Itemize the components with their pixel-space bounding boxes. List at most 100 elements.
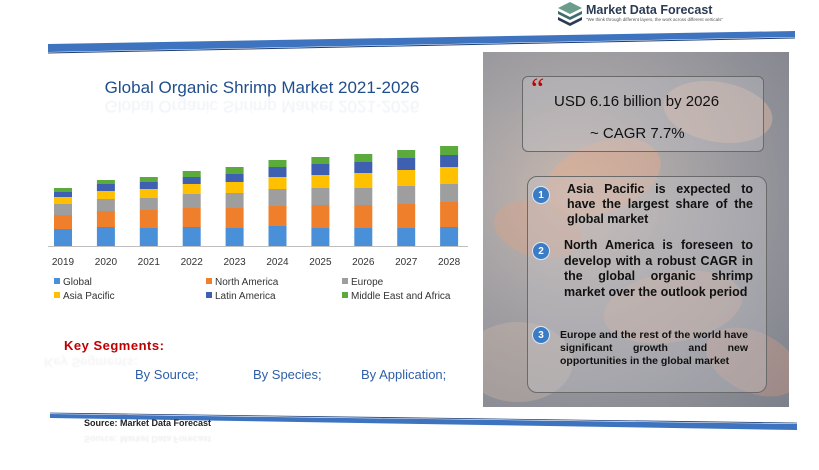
legend-item: Middle East and Africa	[342, 291, 451, 303]
bar-segment	[440, 155, 459, 167]
source-reflection: Source: Market Data Forecast	[84, 434, 212, 444]
bar-segment	[96, 191, 115, 199]
bar-segment	[182, 171, 201, 177]
bar-segment	[139, 189, 158, 198]
key-point-1: Asia Pacific is expected to have the lar…	[567, 182, 753, 226]
segment-by-source: By Source;	[135, 367, 199, 382]
bar-segment	[96, 180, 115, 184]
bar-segment	[139, 228, 158, 246]
bar-segment	[225, 228, 244, 246]
legend-label: Europe	[351, 277, 384, 288]
source-note: Source: Market Data Forecast	[84, 418, 212, 428]
x-tick-label: 2028	[438, 257, 461, 268]
market-size: USD 6.16 billion by 2026	[554, 93, 720, 110]
bar-segment	[354, 154, 373, 162]
bar-segment	[440, 167, 459, 184]
legend-swatch	[206, 292, 212, 298]
point-number-2-icon: 2	[532, 242, 550, 260]
key-segments-title: Key Segments:	[64, 338, 165, 353]
legend-item: Asia Pacific	[54, 291, 115, 303]
bar-segment	[54, 204, 72, 215]
cagr: ~ CAGR 7.7%	[590, 125, 685, 142]
x-tick-label: 2025	[309, 257, 332, 268]
brand-name: Market Data Forecast	[586, 3, 713, 17]
point-number-3-icon: 3	[532, 326, 550, 344]
key-segments-reflection: Key Segments:	[44, 355, 138, 370]
x-tick-label: 2020	[95, 257, 118, 268]
bar-segment	[225, 167, 244, 174]
bar-segment	[268, 177, 287, 189]
bar-segment	[225, 182, 244, 193]
brand: Market Data Forecast "We think through d…	[557, 0, 787, 26]
bar-segment	[311, 175, 330, 188]
legend-label: Latin America	[215, 291, 276, 302]
chart-title: Global Organic Shrimp Market 2021-2026	[104, 78, 420, 97]
legend-label: Middle East and Africa	[351, 291, 451, 302]
bar-segment	[440, 184, 459, 202]
bar-segment	[96, 199, 115, 211]
bar-segment	[440, 202, 459, 227]
legend-item: Europe	[342, 277, 383, 289]
bar-segment	[225, 174, 244, 182]
bar-segment	[54, 215, 72, 229]
bar-segment	[139, 210, 158, 228]
bar-segment	[311, 205, 330, 228]
key-point-2: North America is foreseen to develop wit…	[564, 238, 753, 299]
bar-segment	[139, 177, 158, 182]
top-band	[47, 31, 796, 54]
x-tick-label: 2021	[138, 257, 161, 268]
stacked-bar-chart: 2019 2020 2021 2022 2023 2024 2025 2026 2027 2028	[48, 146, 468, 268]
legend-swatch	[342, 292, 348, 298]
bar-segment	[397, 186, 416, 204]
segment-by-application: By Application;	[361, 367, 447, 382]
x-tick-label: 2027	[395, 257, 418, 268]
bar-segment	[354, 188, 373, 205]
bar-segment	[268, 206, 287, 226]
legend-item: Global	[54, 277, 92, 289]
legend-item: Latin America	[206, 291, 276, 303]
bar-segment	[139, 198, 158, 210]
x-tick-label: 2026	[352, 257, 375, 268]
bar-segment	[397, 150, 416, 158]
legend-label: Asia Pacific	[63, 291, 115, 302]
bar-segment	[268, 167, 287, 177]
bar-segment	[182, 208, 201, 227]
key-point-3: Europe and the rest of the world have si…	[560, 329, 748, 367]
bar-segment	[440, 146, 459, 155]
bar-segment	[311, 157, 330, 164]
key-points-box	[527, 176, 767, 393]
bar-segment	[96, 184, 115, 191]
bar-segment	[311, 188, 330, 205]
x-tick-label: 2019	[52, 257, 75, 268]
legend-label: Global	[63, 277, 92, 288]
stacked-layers-icon	[558, 2, 582, 26]
legend-swatch	[342, 278, 348, 284]
segment-by-species: By Species;	[253, 367, 322, 382]
brand-tagline: "We think through different layers, the …	[586, 17, 724, 22]
bar-segment	[268, 226, 287, 246]
bar-segment	[54, 197, 72, 204]
legend-item: North America	[206, 277, 278, 289]
bottom-band	[49, 412, 798, 430]
bar-segment	[397, 170, 416, 186]
bar-segment	[268, 189, 287, 206]
bar-segment	[54, 192, 72, 197]
bar-segment	[354, 173, 373, 188]
stats-box	[522, 76, 764, 152]
bar-segment	[397, 204, 416, 228]
legend-swatch	[54, 292, 60, 298]
bar-segment	[225, 193, 244, 208]
bar-segment	[54, 229, 72, 246]
bar-segment	[96, 211, 115, 227]
quote-icon: “	[528, 72, 545, 105]
bar-segment	[182, 227, 201, 246]
point-number-1-icon: 1	[532, 186, 550, 204]
bar-segment	[397, 228, 416, 246]
x-tick-label: 2022	[181, 257, 204, 268]
bar-segment	[182, 194, 201, 208]
bar-segment	[54, 188, 72, 192]
bar-segment	[311, 164, 330, 175]
bar-segment	[225, 208, 244, 228]
bar-segment	[311, 228, 330, 246]
legend-label: North America	[215, 277, 279, 288]
